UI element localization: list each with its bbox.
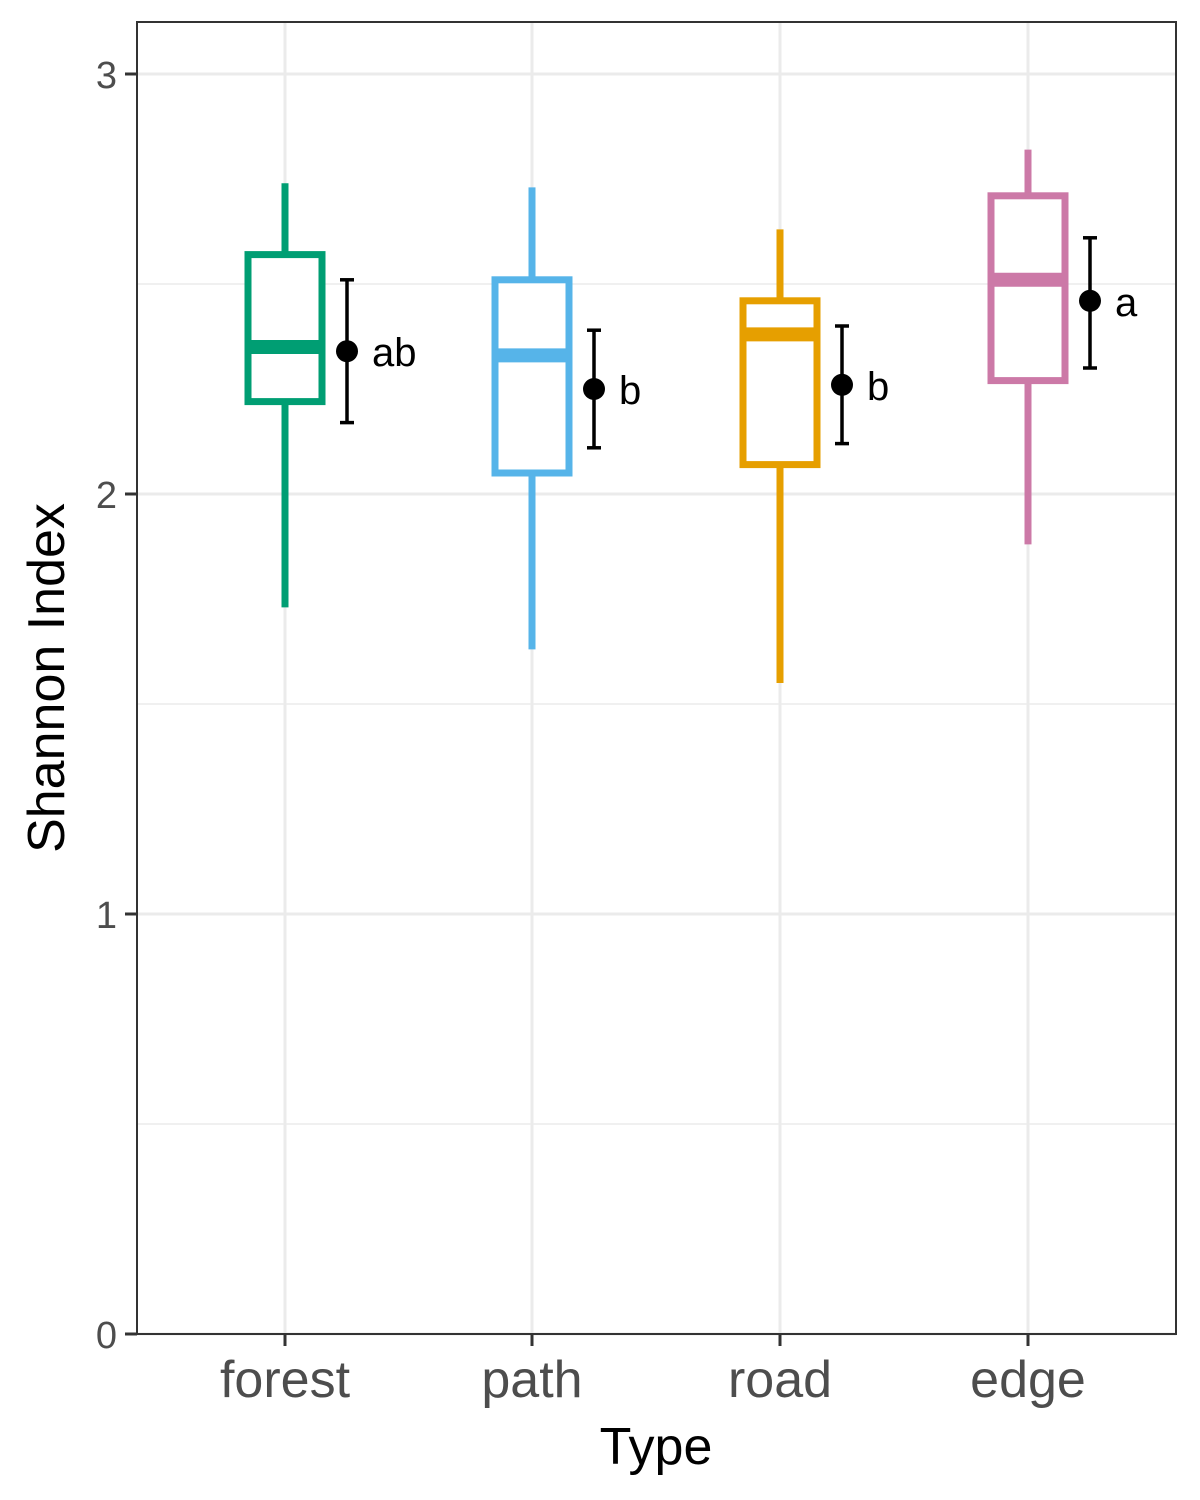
- box-iqr: [739, 297, 821, 469]
- y-tick-label: 3: [96, 55, 117, 97]
- mean-forest: ab: [336, 278, 417, 425]
- x-tick-label: edge: [970, 1351, 1086, 1409]
- mean-edge: a: [1079, 236, 1138, 370]
- x-tick-label: forest: [220, 1351, 351, 1409]
- mean-point: [1079, 289, 1101, 312]
- boxplot-path: [491, 187, 573, 650]
- plot-panel-border: [136, 21, 1177, 1335]
- mean-error-bars: ab b b a: [336, 236, 1138, 450]
- boxplots: [244, 149, 1069, 683]
- y-tick-label: 2: [96, 475, 117, 517]
- boxplot-road: [739, 229, 821, 683]
- box-iqr: [244, 251, 326, 406]
- significance-letter: a: [1115, 281, 1138, 325]
- mean-point: [336, 340, 358, 363]
- box-iqr: [987, 192, 1069, 385]
- x-tick-label: path: [481, 1351, 582, 1409]
- mean-path: b: [583, 328, 641, 450]
- mean-point: [583, 378, 605, 400]
- x-axis-title: Type: [600, 1418, 713, 1476]
- y-tick-label: 1: [96, 895, 117, 937]
- mean-point: [831, 373, 853, 396]
- mean-road: b: [831, 324, 889, 446]
- y-tick-label: 0: [96, 1315, 117, 1357]
- axes: 0 1 2 3 forest path road edge: [96, 55, 1086, 1409]
- box-iqr: [491, 276, 573, 477]
- x-tick-label: road: [728, 1351, 832, 1409]
- boxplot-edge: [987, 149, 1069, 545]
- y-axis-title: Shannon Index: [18, 503, 76, 853]
- significance-letter: ab: [372, 331, 417, 375]
- significance-letter: b: [867, 365, 889, 409]
- boxplot-forest: [244, 183, 326, 608]
- significance-letter: b: [619, 369, 641, 413]
